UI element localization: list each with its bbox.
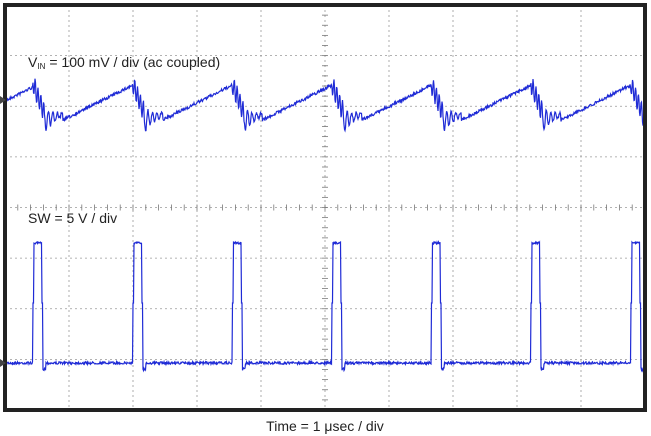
sw-label: SW = 5 V / div <box>28 210 117 226</box>
vin-subscript: IN <box>37 62 45 71</box>
scope-frame <box>3 3 647 412</box>
time-label: Time = 1 μsec / div <box>266 418 384 434</box>
sw-trace <box>6 240 644 373</box>
vin-symbol: V <box>28 54 38 70</box>
ch1-marker <box>0 96 6 104</box>
vin-scale: = 100 mV / div (ac coupled) <box>49 54 220 70</box>
ch2-marker <box>0 359 6 367</box>
vin-label: VIN = 100 mV / div (ac coupled) <box>28 54 220 71</box>
vin-trace <box>6 78 644 133</box>
graticule <box>4 4 646 411</box>
